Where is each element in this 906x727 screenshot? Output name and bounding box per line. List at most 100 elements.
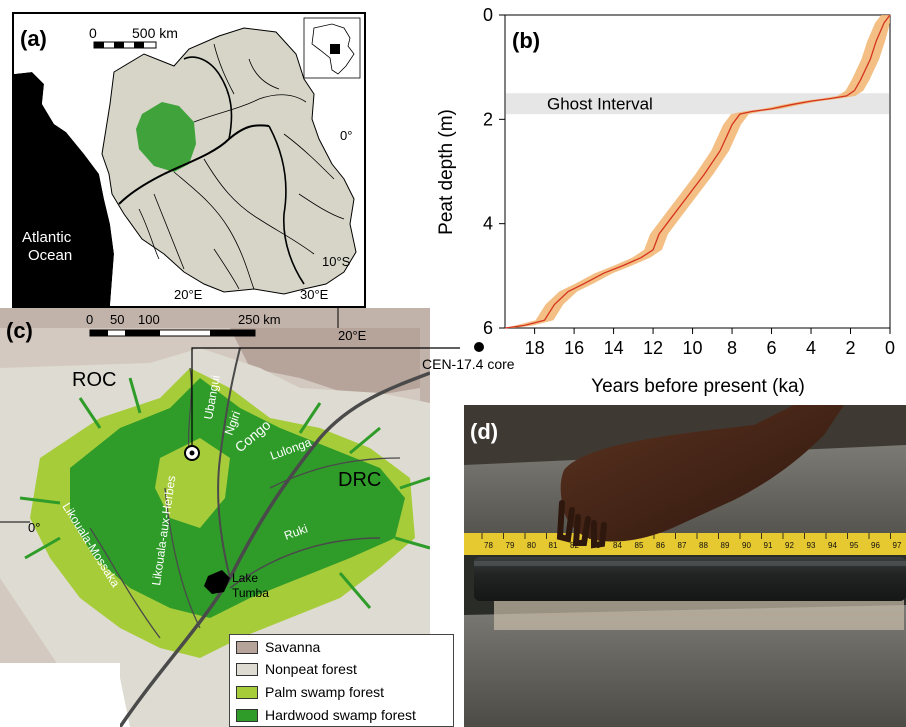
core-highlight: [474, 561, 906, 566]
tape-number: 90: [742, 541, 751, 550]
panel-b-label: (b): [512, 28, 541, 53]
drc-label: DRC: [338, 469, 381, 491]
tape-number: 94: [828, 541, 837, 550]
hand-fingers: [556, 500, 607, 549]
africa-inset-map: [303, 17, 361, 79]
panel-a-map: 0 500 km Atlantic Ocean 0° 10°S 20°E 30°…: [12, 12, 366, 308]
x-tick-label: 14: [604, 338, 624, 358]
tape-number: 80: [527, 541, 536, 550]
latitude-0-label: 0°: [340, 128, 352, 143]
scale-bar-a: [93, 41, 157, 49]
x-tick-label: 8: [727, 338, 737, 358]
x-tick-label: 2: [846, 338, 856, 358]
river-network: [118, 43, 345, 290]
rivers: [89, 347, 431, 727]
legend-label: Savanna: [265, 639, 321, 655]
ocean-area: [14, 72, 114, 306]
hardwood-swamp-area: [70, 378, 405, 618]
core-leader-line: [191, 347, 460, 453]
swamp-area: [136, 102, 196, 172]
core-leader-endpoint: [474, 342, 484, 352]
x-tick-label: 12: [643, 338, 663, 358]
blank-corner-bottom-left: [0, 663, 120, 727]
x-tick-label: 6: [767, 338, 777, 358]
latitude-10s-label: 10°S: [322, 254, 351, 269]
savanna-patches: [230, 328, 420, 398]
scale-c-50: 50: [110, 312, 124, 327]
uncertainty-band: [505, 15, 890, 328]
peat-core-photo: 78 79 80 81 82 83 84 85 86 87 88 89 90 91 92 93 94 95 96 97: [464, 405, 906, 727]
y-tick-label: 4: [483, 214, 493, 234]
peat-strip: [494, 595, 904, 630]
panel-d-label: (d): [470, 419, 499, 444]
legend-item: Palm swamp forest: [236, 683, 384, 701]
x-axis-title: Years before present (ka): [591, 376, 805, 397]
peat-core-sample: [474, 557, 906, 601]
x-tick-label: 0: [885, 338, 895, 358]
panel-b-chart: Ghost Interval 18 16 14 12 10 8 6 4 2 0 0 2 4 6 Year…: [430, 0, 906, 400]
latitude-0-c: 0°: [28, 520, 40, 535]
tape-number: 91: [764, 541, 773, 550]
scale-zero-a: 0: [89, 25, 97, 41]
x-axis-ticks: 18 16 14 12 10 8 6 4 2 0: [525, 328, 895, 358]
tape-number: 93: [807, 541, 816, 550]
tape-number: 84: [613, 541, 622, 550]
y-tick-label: 6: [483, 318, 493, 338]
x-tick-label: 16: [564, 338, 584, 358]
tape-number: 87: [678, 541, 687, 550]
panel-d-photo: 78 79 80 81 82 83 84 85 86 87 88 89 90 91 92 93 94 95 96 97…: [464, 405, 906, 727]
basin-area: [101, 27, 357, 295]
core-site-dot: [189, 450, 195, 456]
tape-number: 89: [721, 541, 730, 550]
legend-item: Nonpeat forest: [236, 660, 357, 678]
scale-c-250: 250 km: [238, 312, 281, 327]
congo-basin-map: 0 500 km Atlantic Ocean 0° 10°S 20°E 30°…: [14, 14, 364, 306]
legend-swatch: [236, 708, 258, 722]
tree-trunk-lower: [464, 605, 906, 727]
lake-label-line1: Lake: [232, 571, 258, 585]
y-axis-ticks: 0 2 4 6: [483, 5, 505, 338]
peat-depth-chart: Ghost Interval 18 16 14 12 10 8 6 4 2 0 0 2 4 6 Year…: [436, 5, 895, 397]
tape-number: 92: [785, 541, 794, 550]
panel-c-map: 0 50 100 250 km 20°E 0° ROC DRC Ubangui …: [0, 308, 460, 727]
tape-number: 85: [635, 541, 644, 550]
map-legend: Savanna Nonpeat forest Palm swamp forest…: [229, 634, 454, 727]
scale-max-a: 500 km: [132, 25, 178, 41]
longitude-20e-c: 20°E: [338, 328, 367, 343]
ghost-interval-band: [506, 93, 889, 115]
legend-item: Hardwood swamp forest: [236, 706, 416, 724]
core-id-label: CEN-17.4 core: [422, 356, 515, 372]
scale-c-100: 100: [138, 312, 160, 327]
panel-c-label: (c): [6, 318, 33, 343]
tape-number: 81: [549, 541, 558, 550]
hand: [560, 405, 844, 542]
ocean-label-line1: Atlantic: [22, 229, 72, 246]
legend-swatch: [236, 640, 258, 654]
palm-core-area: [155, 438, 230, 528]
x-tick-label: 4: [806, 338, 816, 358]
scale-c-zero: 0: [86, 312, 93, 327]
tape-number: 88: [699, 541, 708, 550]
longitude-30e-label: 30°E: [300, 287, 329, 302]
tape-number: 97: [893, 541, 902, 550]
swamp-fingers: [19, 377, 431, 609]
ocean-label-line2: Ocean: [28, 247, 72, 264]
x-tick-label: 10: [683, 338, 703, 358]
legend-label: Hardwood swamp forest: [265, 707, 416, 723]
scale-bar-c: [89, 329, 256, 337]
y-tick-label: 0: [483, 5, 493, 25]
tape-number: 95: [850, 541, 859, 550]
legend-label: Palm swamp forest: [265, 684, 385, 700]
longitude-20e-label: 20°E: [174, 287, 203, 302]
legend-label: Nonpeat forest: [265, 661, 357, 677]
tape-number: 79: [506, 541, 515, 550]
tape-number: 96: [871, 541, 880, 550]
lake-label-line2: Tumba: [232, 586, 269, 600]
tape-number: 86: [656, 541, 665, 550]
age-depth-line: [504, 14, 891, 329]
legend-swatch: [236, 662, 258, 676]
panel-a-label: (a): [20, 26, 47, 51]
y-axis-title: Peat depth (m): [436, 109, 457, 235]
tape-number: 78: [484, 541, 493, 550]
legend-item: Savanna: [236, 638, 320, 656]
